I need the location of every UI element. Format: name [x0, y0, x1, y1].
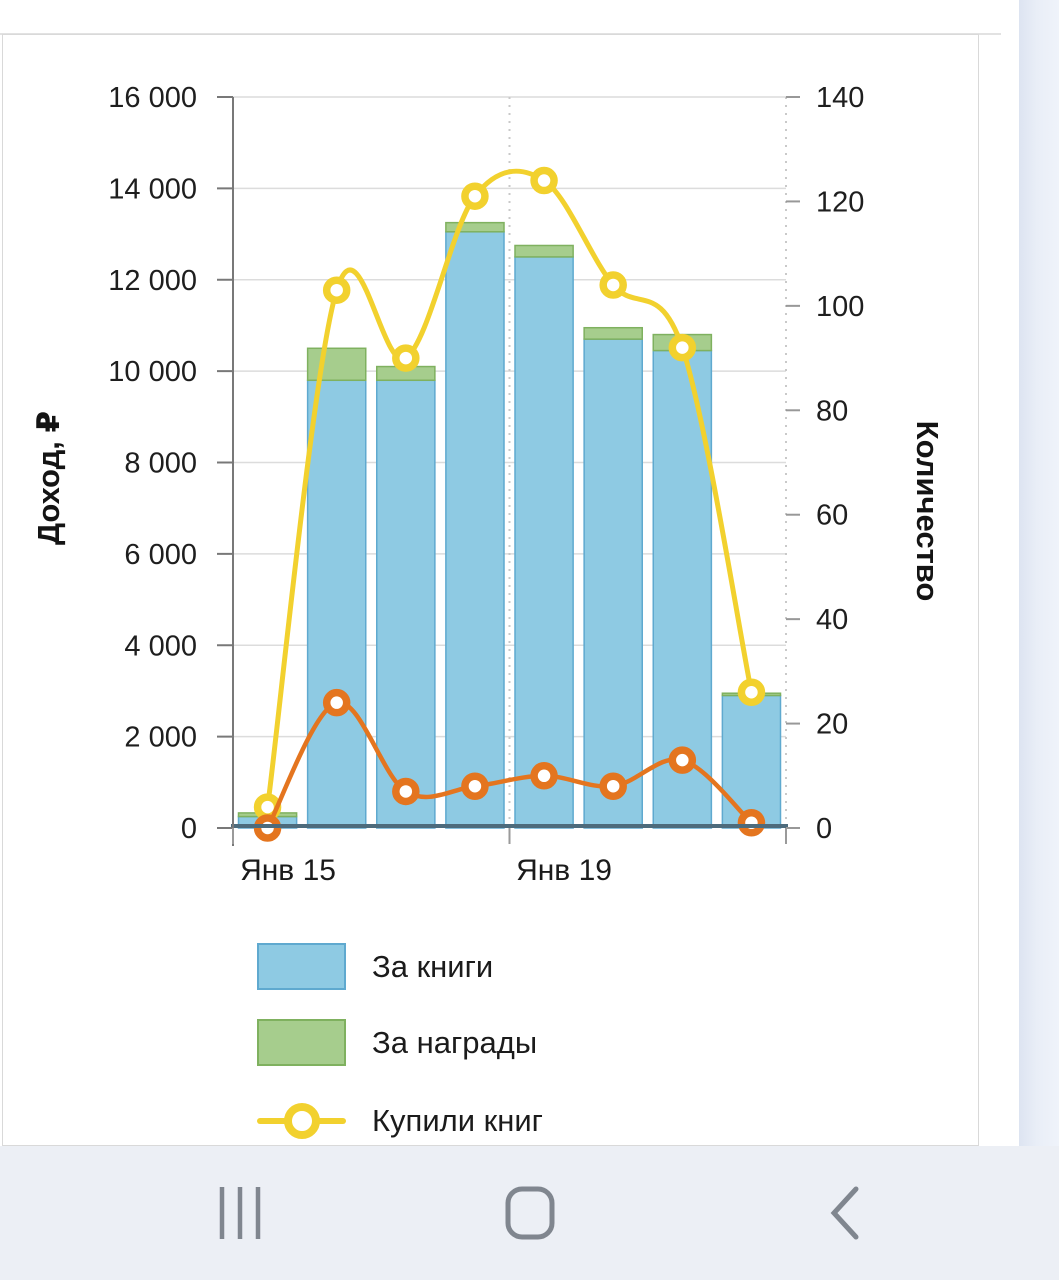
- legend-label-bought: Купили книг: [372, 1102, 543, 1138]
- svg-text:10 000: 10 000: [108, 356, 197, 388]
- svg-text:0: 0: [816, 813, 832, 845]
- home-icon: [505, 1186, 555, 1240]
- x-tick-label-jan19: Янв 19: [516, 854, 612, 887]
- svg-text:2 000: 2 000: [124, 722, 197, 754]
- legend-item-books[interactable]: За книги: [257, 943, 493, 990]
- recents-icon: [219, 1187, 261, 1239]
- left-axis-title: Доход, ₽: [31, 411, 66, 545]
- svg-text:12 000: 12 000: [108, 265, 197, 297]
- svg-text:0: 0: [181, 813, 197, 845]
- books-swatch: [257, 943, 346, 990]
- svg-text:80: 80: [816, 395, 848, 427]
- back-icon: [830, 1186, 859, 1240]
- right-axis-title: Количество: [910, 421, 945, 602]
- bought-line-sample: [257, 1097, 346, 1144]
- back-button[interactable]: [788, 1146, 908, 1280]
- legend-label-awards: За награды: [372, 1024, 538, 1060]
- svg-text:8 000: 8 000: [124, 448, 197, 480]
- x-tick-label-jan15: Янв 15: [240, 854, 336, 887]
- svg-text:4 000: 4 000: [124, 630, 197, 662]
- legend-item-bought[interactable]: Купили книг: [257, 1097, 543, 1144]
- right-edge-strip: [1019, 0, 1059, 1148]
- home-button[interactable]: [470, 1146, 590, 1280]
- recents-button[interactable]: [180, 1146, 300, 1280]
- svg-text:100: 100: [816, 291, 864, 323]
- yellow-ring-icon: [284, 1103, 320, 1139]
- legend-label-books: За книги: [372, 948, 494, 984]
- revenue-chart[interactable]: 0 2 000 4 000 6 000 8 000 10 000 12 000 14 000 1…: [3, 35, 980, 1145]
- svg-text:40: 40: [816, 604, 848, 636]
- awards-swatch: [257, 1019, 346, 1066]
- svg-text:14 000: 14 000: [108, 173, 197, 205]
- svg-text:120: 120: [816, 186, 864, 218]
- svg-text:20: 20: [816, 709, 848, 741]
- chart-card: 0 2 000 4 000 6 000 8 000 10 000 12 000 14 000 1…: [2, 34, 979, 1146]
- svg-text:60: 60: [816, 500, 848, 532]
- svg-text:6 000: 6 000: [124, 539, 197, 571]
- svg-text:16 000: 16 000: [108, 82, 197, 114]
- legend-item-awards[interactable]: За награды: [257, 1019, 537, 1066]
- android-nav-bar: [0, 1146, 1059, 1280]
- svg-text:140: 140: [816, 82, 864, 114]
